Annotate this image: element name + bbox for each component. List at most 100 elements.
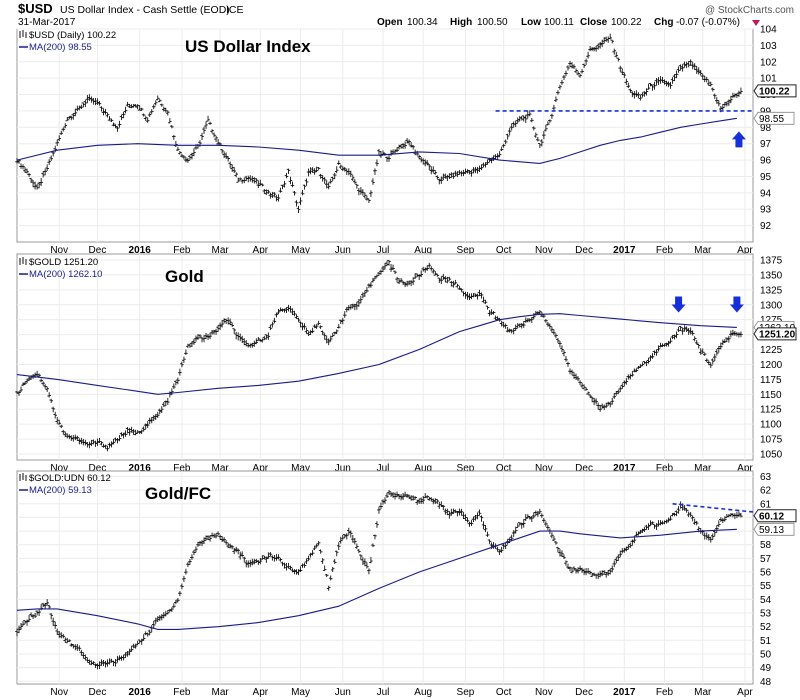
y-tick-label: 95 <box>760 172 772 183</box>
price-bar <box>79 104 84 110</box>
price-bar <box>473 293 478 298</box>
price-bar <box>278 187 283 193</box>
panel-title: Gold/FC <box>145 484 211 503</box>
price-bar <box>513 120 518 128</box>
price-bar <box>308 329 313 336</box>
price-bar <box>172 603 176 609</box>
y-tick-label: 96 <box>760 156 772 167</box>
price-bar <box>626 82 631 89</box>
price-bar <box>582 384 586 390</box>
x-tick-label: May <box>291 463 310 474</box>
price-bar <box>365 562 369 569</box>
price-bar <box>717 345 721 353</box>
price-bar <box>23 381 27 386</box>
price-bar <box>658 520 663 526</box>
price-bar <box>664 519 669 524</box>
price-bar <box>433 170 438 175</box>
price-bar <box>216 531 220 536</box>
price-bar <box>83 99 88 108</box>
price-bar <box>153 413 158 420</box>
price-bar <box>556 337 560 344</box>
price-bar <box>558 549 562 557</box>
price-bar <box>75 435 80 441</box>
price-bar <box>21 621 25 626</box>
price-bar <box>190 341 194 347</box>
price-bar <box>161 402 166 408</box>
price-bar <box>159 103 164 107</box>
price-bar <box>53 621 58 629</box>
price-bar <box>433 498 438 505</box>
price-bar <box>614 557 619 564</box>
price-bar <box>326 182 331 190</box>
price-bar <box>324 335 329 344</box>
price-bar <box>534 510 538 516</box>
price-bar <box>449 508 454 516</box>
price-bar <box>427 262 432 268</box>
y-tick-label: 1375 <box>760 255 783 266</box>
price-bar <box>206 115 210 122</box>
price-bar <box>71 112 76 120</box>
price-bar <box>204 535 208 541</box>
price-bar <box>141 634 146 641</box>
price-bar <box>129 645 134 652</box>
price-bar <box>87 441 92 449</box>
price-bar <box>93 663 98 668</box>
price-bar <box>115 655 120 663</box>
price-bar <box>574 68 578 73</box>
price-bar <box>288 305 293 313</box>
price-bar <box>55 139 60 146</box>
price-bar <box>19 622 23 630</box>
x-tick-label: Jul <box>377 245 390 256</box>
price-bar <box>99 659 104 666</box>
price-bar <box>389 491 393 497</box>
price-bar <box>678 64 683 71</box>
price-bar <box>570 567 574 574</box>
price-bar <box>256 180 261 189</box>
price-bar <box>41 602 45 608</box>
x-tick-label: 2017 <box>613 245 636 256</box>
last-price-box <box>753 84 797 98</box>
price-bar <box>570 62 574 69</box>
price-bar <box>431 166 436 173</box>
price-bar <box>387 154 391 162</box>
price-bar <box>322 333 327 340</box>
price-bar <box>129 426 134 433</box>
price-bar <box>556 90 560 95</box>
price-bar <box>560 550 564 557</box>
price-bar <box>509 123 514 131</box>
price-bar <box>113 124 118 129</box>
y-tick-label: 1325 <box>760 285 783 296</box>
price-bar <box>45 164 49 172</box>
price-bar <box>53 411 58 419</box>
price-bar <box>367 568 371 575</box>
x-tick-label: Apr <box>253 687 269 698</box>
price-bar <box>417 154 421 160</box>
price-bar <box>377 149 381 156</box>
price-bar <box>149 109 154 114</box>
price-bar <box>423 267 428 273</box>
price-bar <box>93 440 98 447</box>
price-bar <box>256 336 261 341</box>
price-bar <box>73 434 78 441</box>
price-bar <box>578 73 582 78</box>
x-tick-label: Sep <box>457 245 475 256</box>
price-bar <box>266 552 271 559</box>
price-bar <box>616 389 621 395</box>
price-bar <box>620 68 625 76</box>
price-bar <box>580 382 584 389</box>
price-bar <box>302 562 307 568</box>
price-bar <box>654 77 659 86</box>
legend-price-text: $USD (Daily) 100.22 <box>29 30 116 41</box>
y-tick-label: 52 <box>760 622 772 633</box>
price-bar <box>580 69 584 74</box>
price-bar <box>105 445 110 452</box>
price-bar <box>272 317 277 324</box>
price-bar <box>622 380 627 387</box>
price-bar <box>202 126 206 134</box>
price-bar <box>391 264 395 270</box>
price-bar <box>123 652 128 658</box>
price-bar <box>268 192 273 199</box>
price-bar <box>338 164 343 169</box>
price-bar <box>449 172 454 178</box>
